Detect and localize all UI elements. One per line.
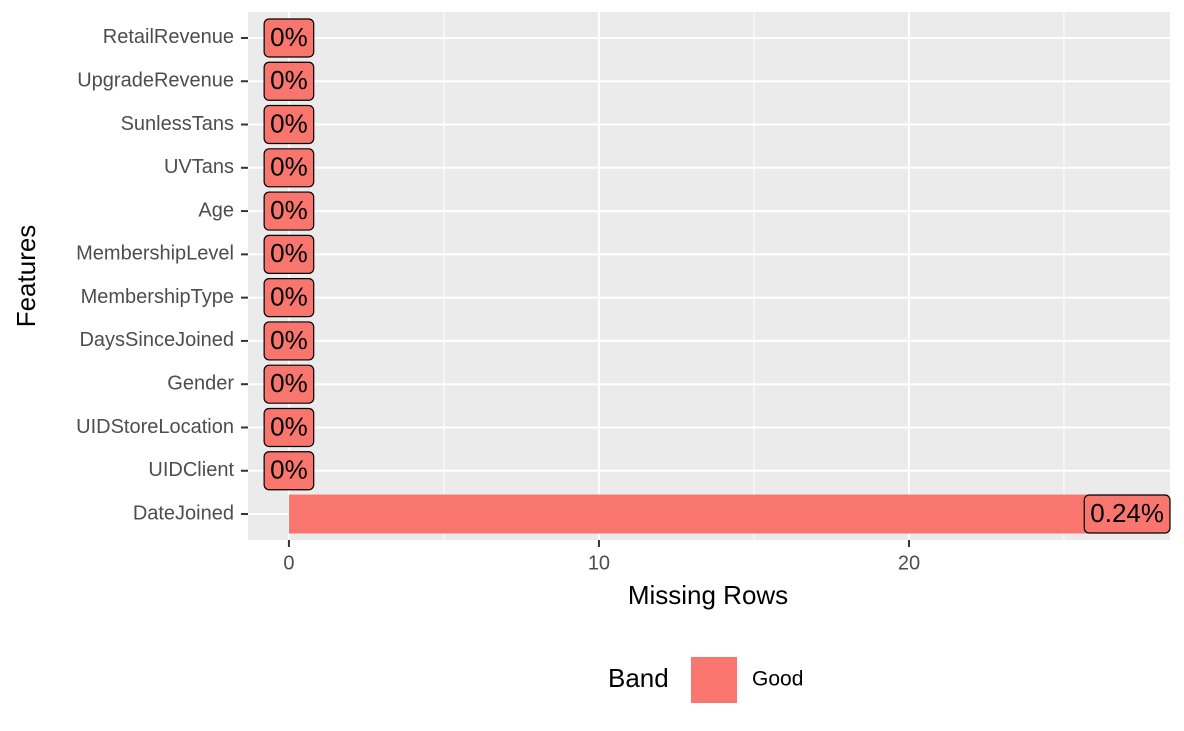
y-tick-label: UpgradeRevenue bbox=[77, 70, 234, 92]
y-tick-label: UIDStoreLocation bbox=[76, 416, 234, 438]
y-tick-label: UIDClient bbox=[148, 459, 234, 481]
value-label: 0% bbox=[263, 191, 315, 231]
value-label-box bbox=[263, 407, 315, 448]
legend-title: Band bbox=[608, 663, 669, 693]
y-tick-label: DaysSinceJoined bbox=[79, 329, 234, 351]
bar bbox=[288, 494, 1157, 534]
value-label: 0.24% bbox=[1083, 494, 1171, 534]
value-label-box bbox=[263, 104, 315, 145]
value-label-box bbox=[263, 148, 315, 188]
value-label-box bbox=[1083, 494, 1171, 534]
value-label: 0% bbox=[263, 364, 315, 404]
value-label-text: 0% bbox=[270, 368, 308, 398]
y-tick-label: RetailRevenue bbox=[103, 26, 234, 48]
value-label: 0% bbox=[263, 234, 315, 274]
y-axis-title: Features bbox=[11, 225, 41, 328]
x-tick-label: 10 bbox=[588, 552, 610, 574]
y-tick-label: DateJoined bbox=[133, 502, 234, 524]
legend-key bbox=[691, 657, 737, 703]
value-label-text: 0.24% bbox=[1090, 498, 1164, 528]
value-label: 0% bbox=[263, 61, 315, 101]
value-label: 0% bbox=[263, 451, 315, 491]
value-label-text: 0% bbox=[270, 22, 308, 52]
y-tick-label: SunlessTans bbox=[121, 113, 234, 135]
value-label-text: 0% bbox=[270, 108, 308, 138]
value-label-box bbox=[263, 61, 315, 101]
value-label-text: 0% bbox=[270, 65, 308, 95]
value-label-box bbox=[263, 364, 315, 404]
value-label-text: 0% bbox=[270, 325, 308, 355]
value-label: 0% bbox=[263, 148, 315, 188]
y-tick-label: Gender bbox=[167, 372, 234, 394]
value-label-text: 0% bbox=[270, 411, 308, 441]
value-label-box bbox=[263, 451, 315, 491]
panel bbox=[248, 12, 1170, 540]
value-label-text: 0% bbox=[270, 152, 308, 182]
value-label: 0% bbox=[263, 321, 315, 361]
x-axis-title: Missing Rows bbox=[628, 580, 788, 610]
value-label-box bbox=[263, 234, 315, 274]
value-label-text: 0% bbox=[270, 455, 308, 485]
y-tick-label: MembershipLevel bbox=[76, 243, 234, 265]
value-label-text: 0% bbox=[270, 282, 308, 312]
value-label-text: 0% bbox=[270, 195, 308, 225]
legend-label: Good bbox=[752, 668, 803, 691]
value-label: 0% bbox=[263, 104, 315, 145]
y-tick-label: MembershipType bbox=[81, 286, 234, 308]
value-label-box bbox=[263, 191, 315, 231]
x-tick-label: 20 bbox=[898, 552, 920, 574]
y-tick-label: Age bbox=[198, 199, 234, 221]
y-tick-label: UVTans bbox=[164, 156, 234, 178]
value-label-box bbox=[263, 18, 315, 58]
value-label: 0% bbox=[263, 278, 315, 318]
value-label-text: 0% bbox=[270, 238, 308, 268]
value-label-box bbox=[263, 321, 315, 361]
x-tick-label: 0 bbox=[283, 552, 294, 574]
value-label: 0% bbox=[263, 407, 315, 448]
value-label-box bbox=[263, 278, 315, 318]
value-label: 0% bbox=[263, 18, 315, 58]
